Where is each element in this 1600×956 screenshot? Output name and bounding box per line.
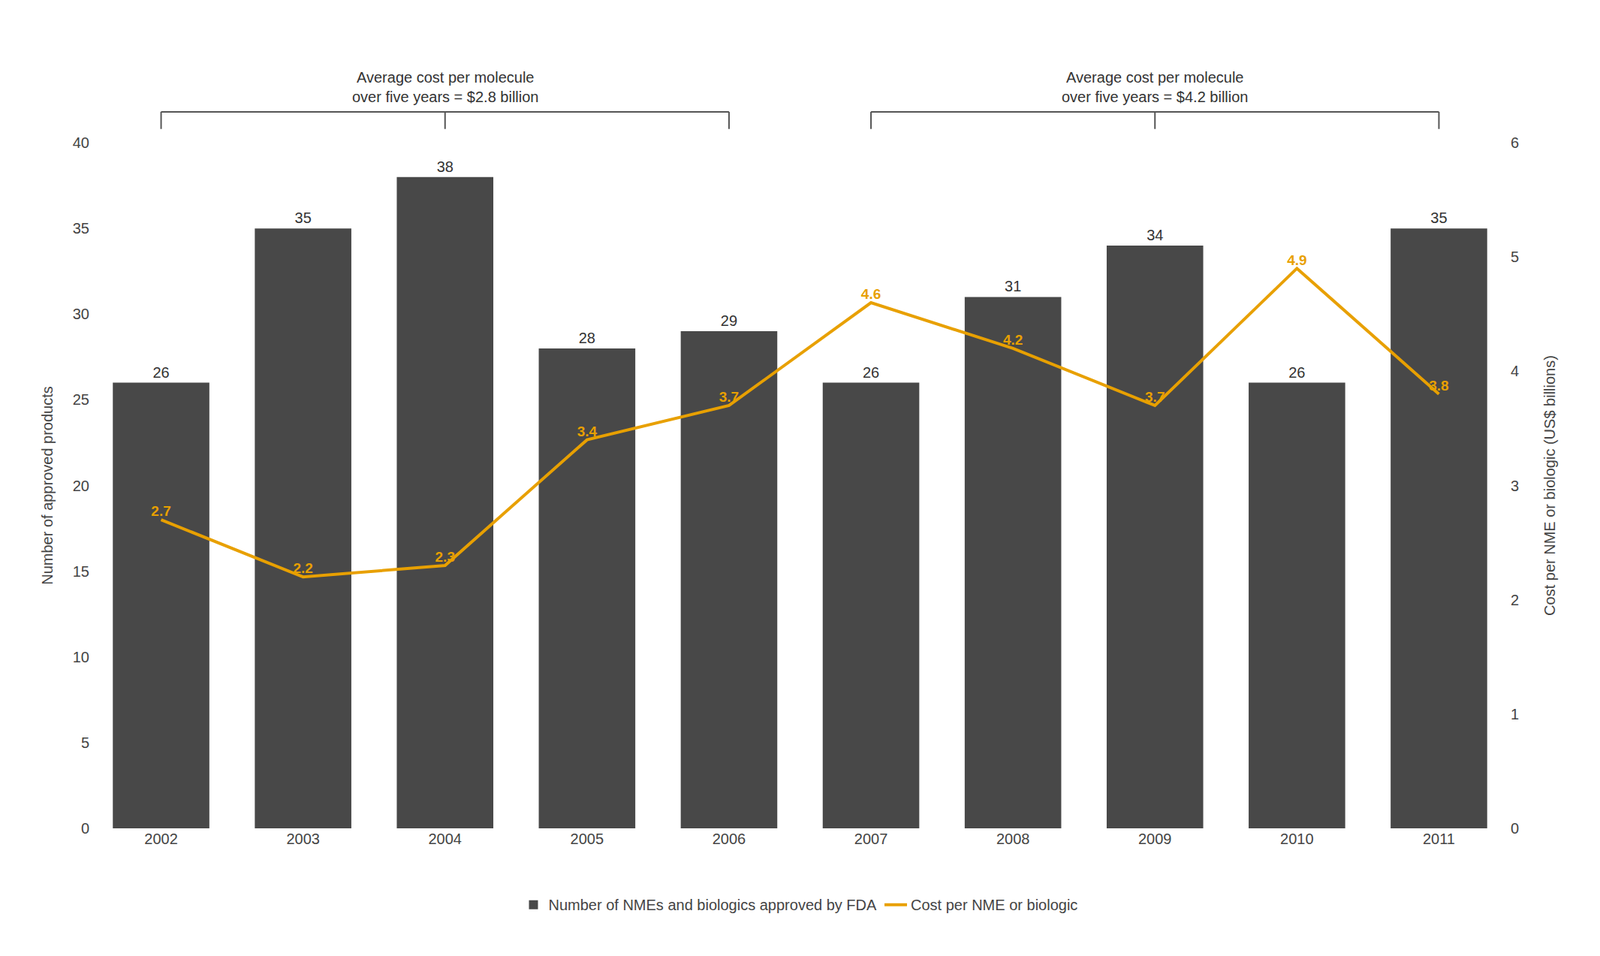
svg-text:34: 34 bbox=[1146, 226, 1164, 244]
svg-text:25: 25 bbox=[72, 391, 90, 408]
svg-text:30: 30 bbox=[72, 305, 90, 323]
svg-text:35: 35 bbox=[295, 209, 312, 226]
svg-text:15: 15 bbox=[72, 563, 90, 580]
svg-text:2.3: 2.3 bbox=[435, 548, 455, 565]
svg-text:Number of NMEs and biologics a: Number of NMEs and biologics approved by… bbox=[548, 896, 878, 913]
svg-text:31: 31 bbox=[1004, 277, 1022, 295]
svg-text:6: 6 bbox=[1510, 134, 1519, 151]
svg-text:4: 4 bbox=[1510, 362, 1519, 380]
svg-text:1: 1 bbox=[1510, 705, 1519, 723]
svg-text:40: 40 bbox=[72, 134, 90, 151]
svg-text:2009: 2009 bbox=[1138, 830, 1173, 847]
svg-text:2002: 2002 bbox=[144, 830, 178, 847]
svg-text:3.8: 3.8 bbox=[1428, 377, 1449, 394]
svg-text:20: 20 bbox=[72, 477, 90, 495]
svg-text:2.7: 2.7 bbox=[150, 503, 171, 519]
svg-text:2005: 2005 bbox=[570, 830, 605, 847]
svg-text:2004: 2004 bbox=[428, 830, 463, 847]
svg-text:0: 0 bbox=[81, 819, 90, 837]
svg-text:2.2: 2.2 bbox=[292, 560, 313, 576]
svg-text:35: 35 bbox=[72, 219, 90, 237]
svg-text:3.7: 3.7 bbox=[719, 388, 739, 405]
svg-text:2007: 2007 bbox=[854, 830, 889, 847]
svg-text:3.4: 3.4 bbox=[577, 423, 598, 440]
svg-text:0: 0 bbox=[1510, 819, 1519, 837]
svg-text:29: 29 bbox=[720, 312, 738, 329]
svg-text:5: 5 bbox=[1510, 248, 1519, 266]
svg-text:4.6: 4.6 bbox=[861, 286, 881, 302]
svg-text:28: 28 bbox=[578, 329, 596, 347]
svg-text:5: 5 bbox=[81, 734, 90, 751]
svg-text:26: 26 bbox=[1288, 364, 1305, 381]
svg-text:2008: 2008 bbox=[996, 830, 1031, 847]
svg-text:4.9: 4.9 bbox=[1286, 252, 1307, 269]
svg-text:26: 26 bbox=[862, 364, 880, 381]
svg-text:2010: 2010 bbox=[1280, 830, 1314, 847]
svg-text:3: 3 bbox=[1510, 477, 1519, 495]
svg-text:10: 10 bbox=[72, 648, 90, 666]
svg-text:2006: 2006 bbox=[712, 830, 747, 847]
svg-text:2003: 2003 bbox=[286, 830, 320, 847]
svg-text:Cost per NME or biologic: Cost per NME or biologic bbox=[910, 896, 1078, 913]
svg-text:4.2: 4.2 bbox=[1003, 331, 1023, 348]
svg-text:35: 35 bbox=[1430, 209, 1447, 226]
svg-text:2: 2 bbox=[1510, 591, 1519, 609]
svg-text:Average cost per moleculeover: Average cost per moleculeover five years… bbox=[352, 69, 539, 106]
svg-text:2011: 2011 bbox=[1422, 830, 1456, 847]
svg-text:Cost per NME or biologic (US$: Cost per NME or biologic (US$ billions) bbox=[1541, 355, 1558, 616]
svg-text:3.7: 3.7 bbox=[1145, 388, 1165, 405]
svg-text:Number of approved products: Number of approved products bbox=[39, 385, 56, 585]
svg-text:26: 26 bbox=[152, 364, 169, 381]
svg-text:Average cost per moleculeover: Average cost per moleculeover five years… bbox=[1061, 69, 1248, 106]
svg-text:38: 38 bbox=[436, 158, 454, 175]
